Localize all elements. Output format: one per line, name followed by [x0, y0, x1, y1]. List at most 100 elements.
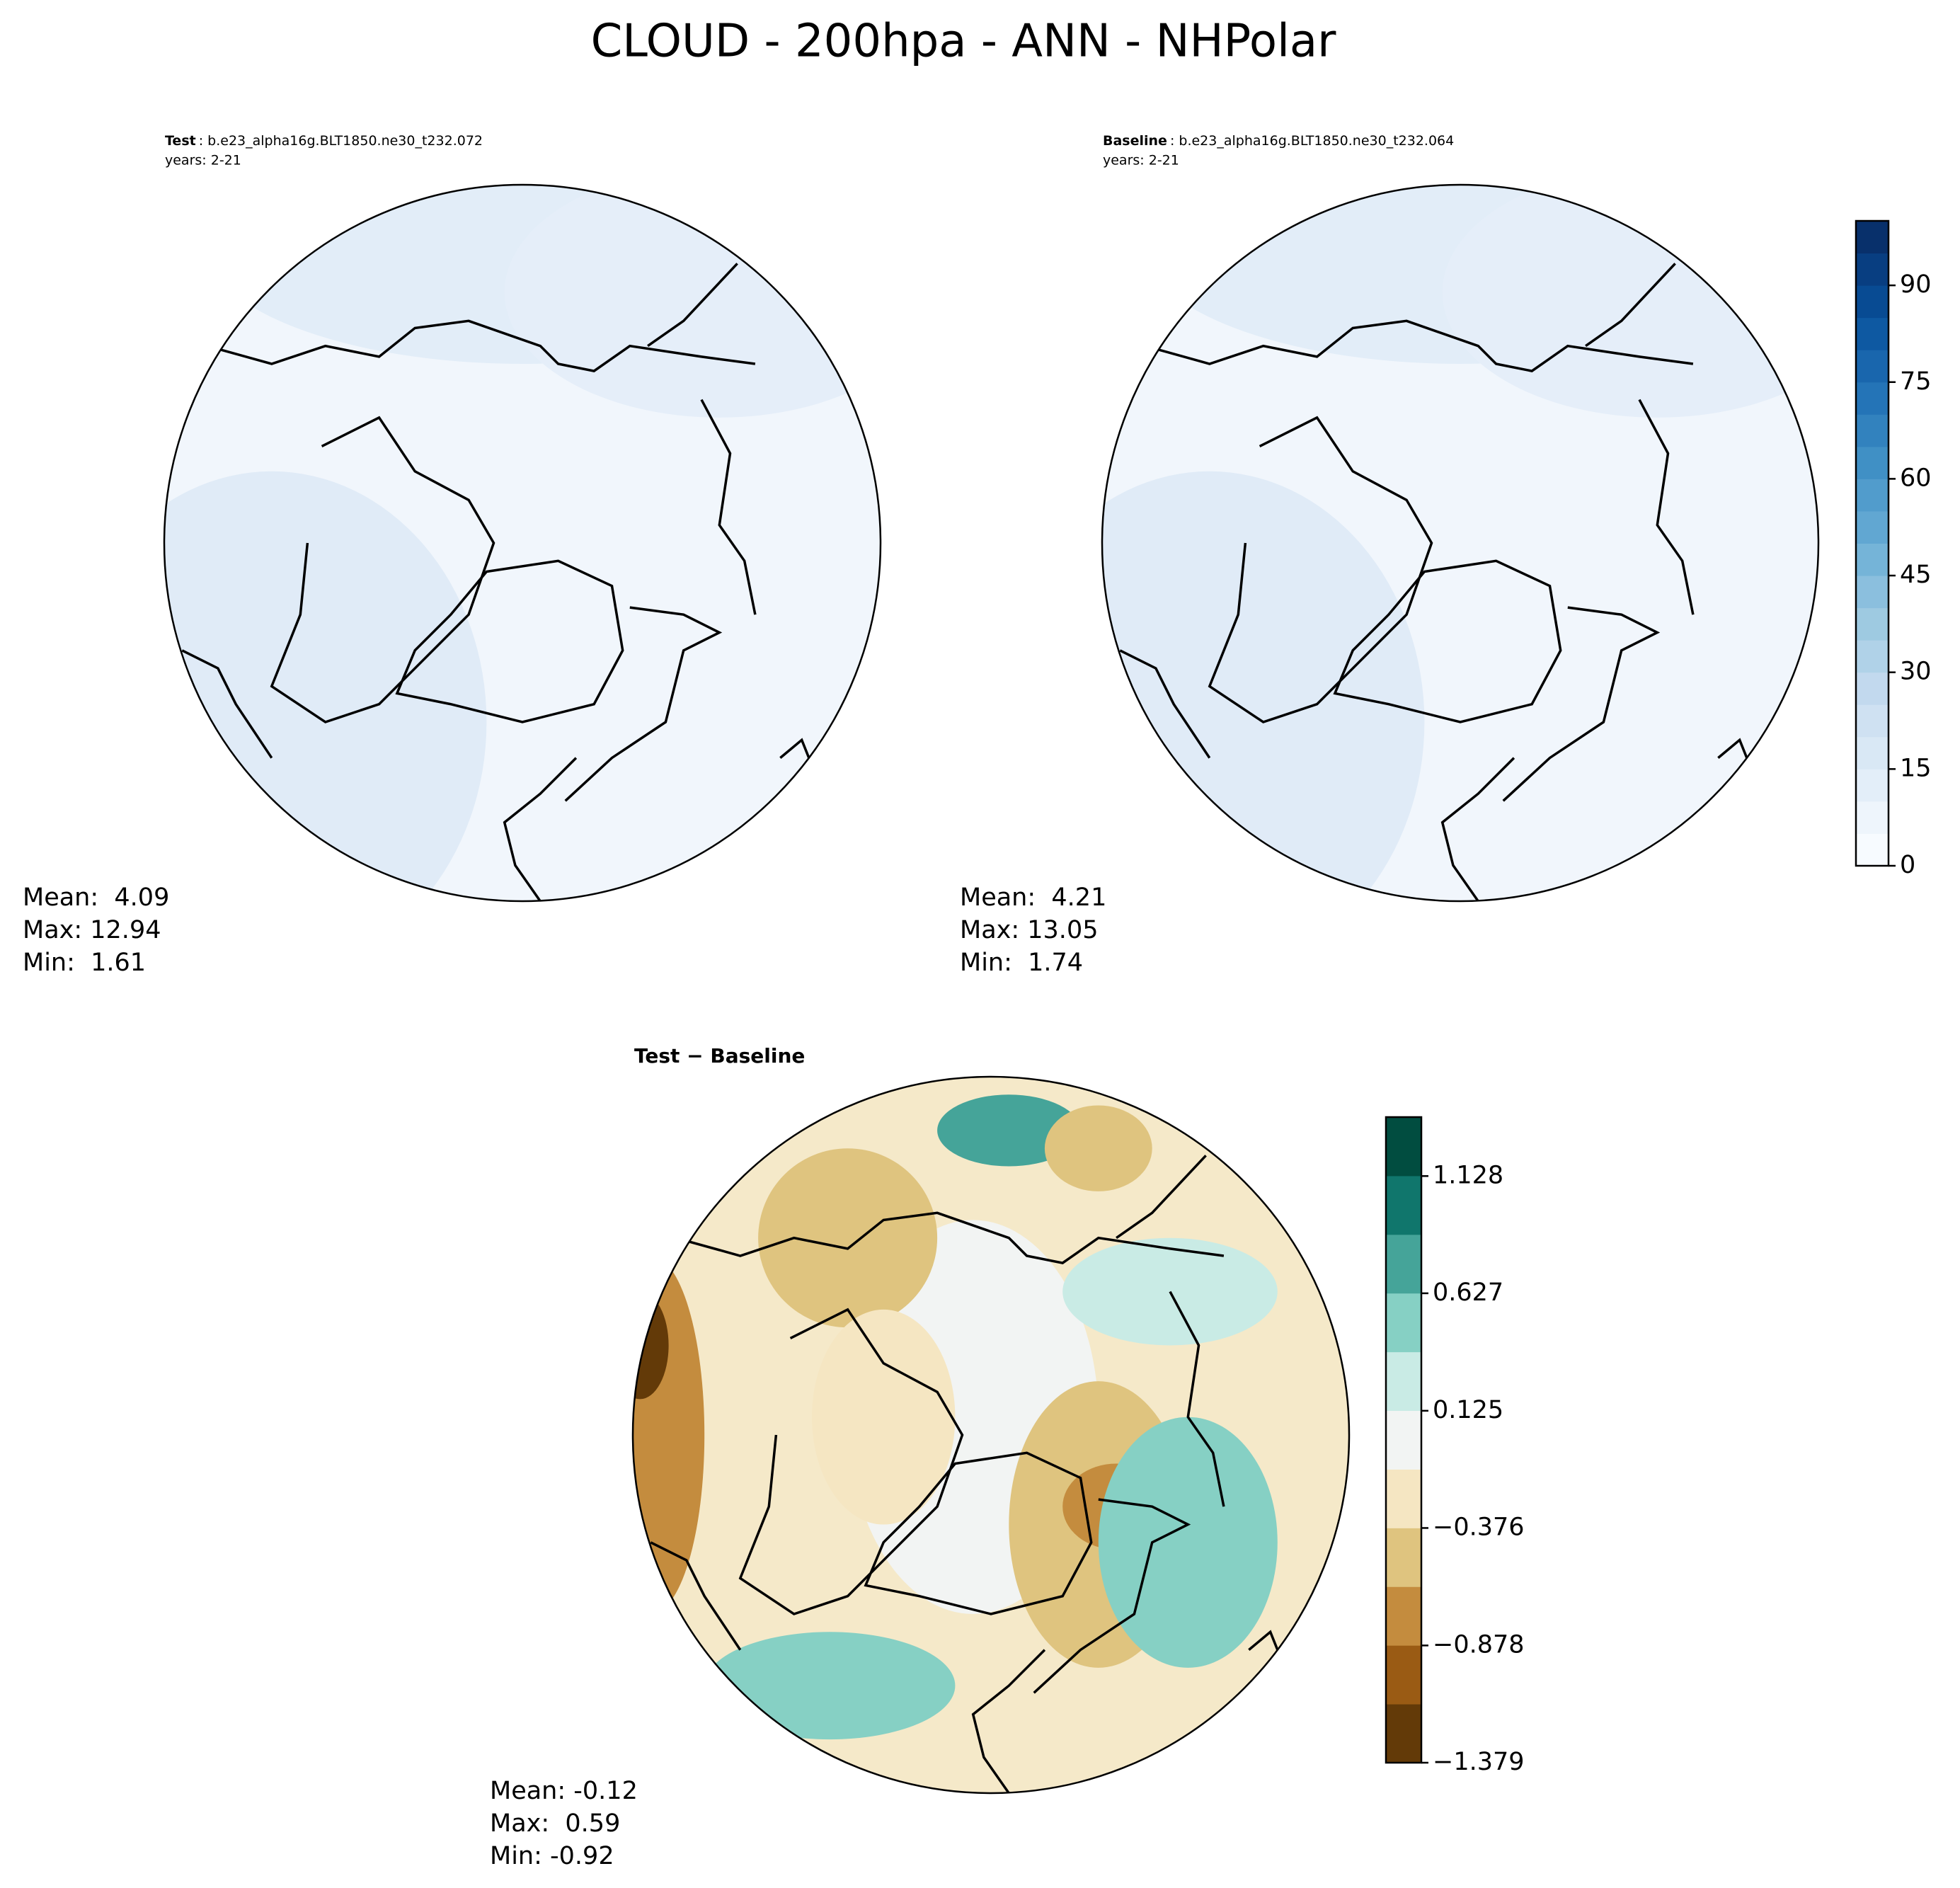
colorbar-band [1386, 1175, 1421, 1235]
colorbar-band [1386, 1351, 1421, 1412]
map [633, 1077, 1349, 1793]
map-region [704, 1632, 956, 1740]
coastline [564, 606, 723, 802]
panel-stat: Mean: -0.12 [490, 1777, 638, 1805]
colorbar-band [1386, 1586, 1421, 1646]
colorbar-frame [1385, 1116, 1423, 1764]
colorbar-band [1856, 350, 1889, 383]
coastline [738, 1308, 964, 1615]
colorbar-band [1386, 1117, 1421, 1177]
colorbar-band [1856, 317, 1889, 350]
panel-years: years: 2-21 [165, 153, 241, 168]
map-region [1098, 1417, 1278, 1668]
coastline [503, 757, 578, 901]
map [164, 185, 881, 901]
colorbar-tick-label: 0 [1900, 851, 1915, 879]
colorbar-band [1386, 1704, 1421, 1763]
colorbar-band [1856, 704, 1889, 738]
coastline [1585, 263, 1676, 348]
panel-stat: Min: -0.92 [490, 1842, 614, 1870]
colorbar-band [1386, 1410, 1421, 1470]
coastline [647, 263, 738, 348]
colorbar-band [1856, 576, 1889, 609]
colorbar-tick-label: 0.125 [1433, 1396, 1503, 1424]
coastline [395, 559, 624, 723]
colorbar-band [1856, 510, 1889, 544]
coastline [1638, 399, 1695, 615]
colorbar-band [1856, 253, 1889, 286]
colorbar-tick-label: −0.878 [1433, 1630, 1525, 1659]
map [1102, 185, 1818, 901]
colorbar-band [1856, 414, 1889, 447]
map-border [631, 1075, 1351, 1795]
panel-label: Test [165, 133, 196, 149]
colorbar-band [1856, 221, 1889, 254]
panel-stat: Mean: 4.09 [23, 883, 169, 912]
panel-case: : b.e23_alpha16g.BLT1850.ne30_t232.064 [1170, 133, 1454, 149]
colorbar-tick-label: 1.128 [1433, 1161, 1503, 1189]
panel-stat: Min: 1.61 [23, 949, 146, 977]
colorbar-band [1856, 543, 1889, 576]
panel-stat: Max: 0.59 [490, 1809, 620, 1838]
coastline [181, 649, 273, 759]
map-region [1442, 185, 1818, 418]
coastline [1333, 559, 1562, 723]
colorbar-band [1856, 769, 1889, 802]
coastline [971, 1649, 1046, 1793]
colorbar-band [1386, 1293, 1421, 1353]
colorbar-tick-label: −0.376 [1433, 1513, 1525, 1541]
colorbar-band [1386, 1469, 1421, 1528]
map-border [1101, 183, 1820, 903]
colorbar-band [1856, 833, 1889, 866]
map-region [504, 185, 881, 418]
colorbar-tick-label: 0.627 [1433, 1278, 1503, 1307]
map-region [1044, 1105, 1152, 1191]
colorbar-band [1856, 446, 1889, 479]
panel-subtitle: Baseline: b.e23_alpha16g.BLT1850.ne30_t2… [1103, 133, 1454, 149]
colorbar-band [1856, 736, 1889, 769]
panel-label: Baseline [1103, 133, 1167, 149]
panel-stat: Max: 13.05 [960, 916, 1098, 944]
map-region [633, 1291, 669, 1400]
figure-title: CLOUD - 200hpa - ANN - NHPolar [591, 16, 1336, 68]
panel-stat: Min: 1.74 [960, 949, 1083, 977]
colorbar-band [1386, 1234, 1421, 1294]
map-region [633, 1256, 705, 1614]
colorbar-band [1856, 607, 1889, 641]
colorbar-band [1856, 640, 1889, 673]
coastline [700, 399, 757, 615]
coastline [650, 1541, 742, 1651]
map-region [758, 1148, 938, 1328]
panel-subtitle: Test: b.e23_alpha16g.BLT1850.ne30_t232.0… [165, 133, 483, 149]
coastline [1145, 319, 1694, 372]
colorbar-tick-label: 60 [1900, 464, 1932, 492]
coastline [1502, 606, 1661, 802]
panel-stat: Max: 12.94 [23, 916, 161, 944]
map-region [164, 471, 487, 901]
coastline [270, 416, 495, 723]
coastline [864, 1451, 1093, 1615]
colorbar-frame [1855, 219, 1890, 867]
colorbar-tick-label: 30 [1900, 658, 1932, 686]
colorbar-band [1856, 801, 1889, 834]
coastline [675, 1211, 1225, 1264]
panel-case: : b.e23_alpha16g.BLT1850.ne30_t232.072 [199, 133, 483, 149]
coastline [1169, 1291, 1225, 1507]
colorbar-band [1856, 382, 1889, 415]
panel-years: years: 2-21 [1103, 153, 1179, 168]
panel-stat: Mean: 4.21 [960, 883, 1106, 912]
colorbar-tick-label: −1.379 [1433, 1748, 1525, 1776]
colorbar-tick-label: 90 [1900, 270, 1932, 299]
map-border [163, 183, 882, 903]
panel-title: Test − Baseline [634, 1044, 805, 1068]
coastline [1116, 1155, 1207, 1240]
coastline [1208, 416, 1433, 723]
colorbar-tick-label: 45 [1900, 561, 1932, 589]
coastline [1440, 757, 1515, 901]
colorbar-band [1856, 672, 1889, 705]
colorbar-band [1386, 1645, 1421, 1705]
colorbar-tick-label: 15 [1900, 754, 1932, 782]
coastline [207, 319, 756, 372]
coastline [1119, 649, 1211, 759]
